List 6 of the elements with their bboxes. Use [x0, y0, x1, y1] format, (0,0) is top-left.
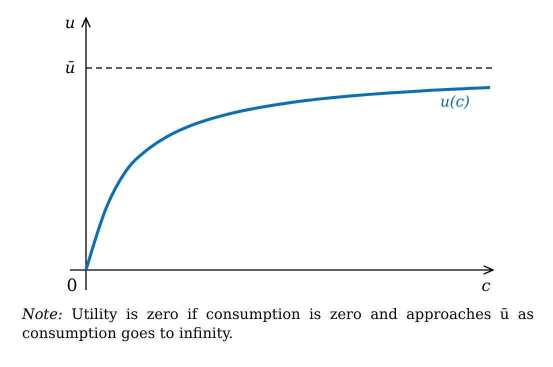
y-axis-title: u: [64, 13, 76, 32]
text: Note: Utility is zero if consumption is zero and approaches ū as consumption goes to infinity.: [22, 306, 534, 344]
x-axis-title: c: [482, 276, 491, 295]
text: 0: [66, 276, 78, 296]
ref-line-label: ū: [64, 58, 76, 77]
series-label: u(c): [440, 92, 470, 110]
